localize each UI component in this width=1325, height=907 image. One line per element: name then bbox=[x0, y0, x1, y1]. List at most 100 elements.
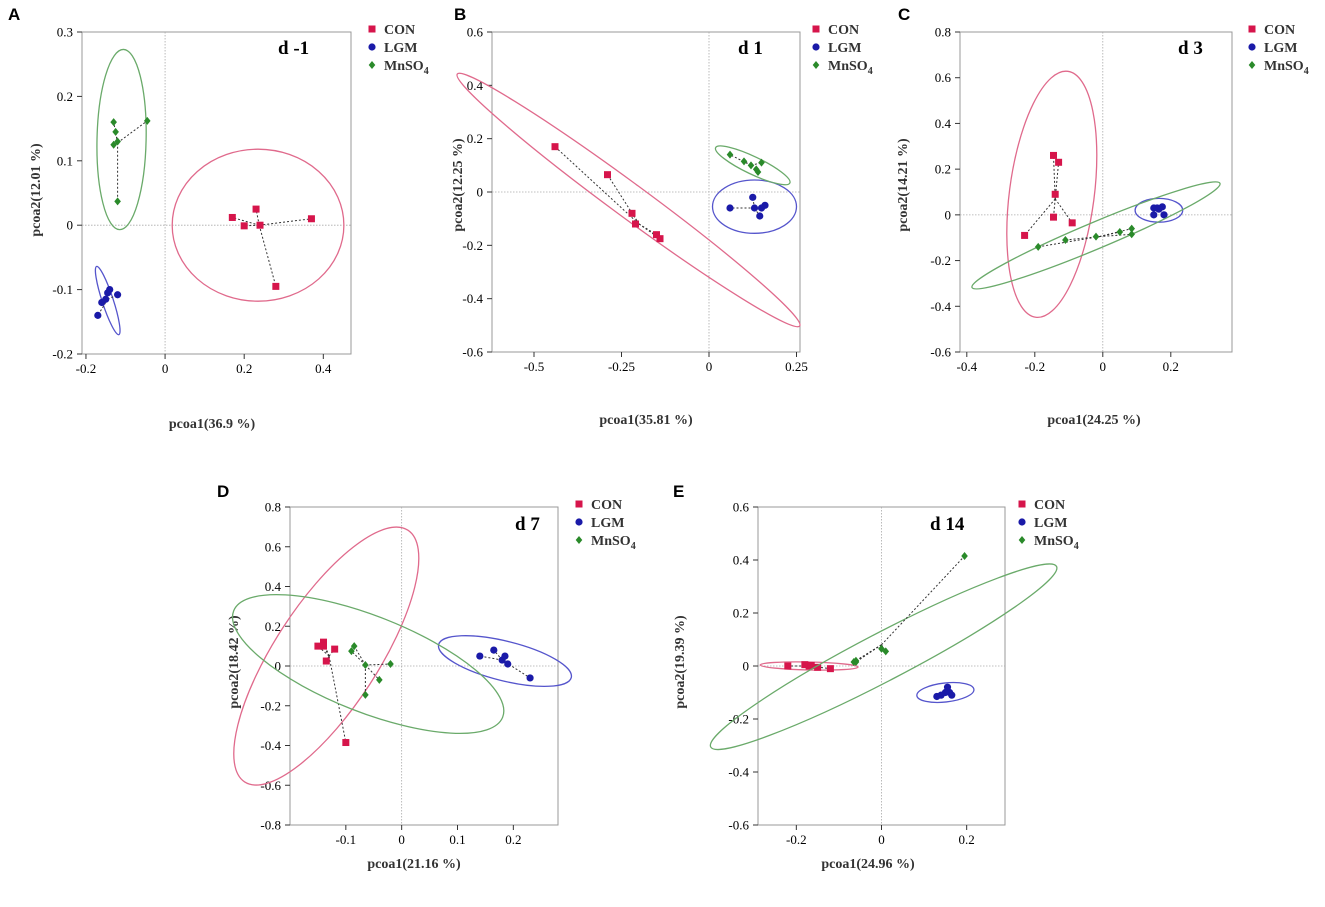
y-tick-label: -0.2 bbox=[728, 712, 749, 727]
spoke-line bbox=[1053, 155, 1056, 199]
point-mnso4 bbox=[350, 642, 358, 651]
y-tick-label: 0.2 bbox=[265, 619, 281, 634]
legend-marker-lgm bbox=[1248, 43, 1256, 51]
point-con bbox=[342, 739, 350, 747]
point-mnso4 bbox=[961, 552, 968, 561]
point-mnso4 bbox=[114, 197, 121, 206]
legend: CON LGM MnSO4 bbox=[575, 498, 636, 552]
point-con bbox=[252, 205, 260, 213]
point-con bbox=[320, 638, 327, 646]
y-tick-label: 0.6 bbox=[733, 500, 750, 515]
spoke-line bbox=[365, 664, 380, 681]
y-tick-label: -0.6 bbox=[260, 778, 281, 793]
point-mnso4 bbox=[1116, 228, 1124, 236]
panel-letter: A bbox=[8, 5, 20, 24]
legend-marker-con bbox=[368, 25, 376, 33]
y-tick-label: -0.6 bbox=[930, 345, 951, 360]
point-mnso4 bbox=[1128, 230, 1135, 239]
confidence-ellipse-lgm bbox=[711, 179, 798, 234]
x-tick-label: 0.4 bbox=[315, 361, 332, 376]
point-mnso4 bbox=[878, 644, 885, 653]
x-tick-label: -0.5 bbox=[524, 359, 545, 374]
x-axis-label: pcoa1(24.25 %) bbox=[1047, 413, 1141, 428]
point-mnso4 bbox=[112, 127, 119, 136]
y-tick-label: -0.2 bbox=[930, 253, 951, 268]
y-axis-label: pcoa2(14.21 %) bbox=[896, 138, 911, 232]
point-mnso4 bbox=[1128, 224, 1135, 233]
point-lgm bbox=[757, 204, 766, 212]
y-axis-label: pcoa2(19.39 %) bbox=[673, 615, 688, 709]
legend-label-lgm: LGM bbox=[828, 41, 861, 56]
legend: CON LGM MnSO4 bbox=[368, 23, 429, 77]
y-tick-label: 0.2 bbox=[935, 162, 951, 177]
point-lgm bbox=[102, 295, 110, 303]
point-lgm bbox=[526, 674, 534, 682]
x-tick-label: -0.2 bbox=[76, 361, 97, 376]
confidence-ellipse-mnso4 bbox=[714, 145, 791, 186]
point-mnso4 bbox=[1092, 232, 1100, 241]
series-lgm bbox=[711, 179, 798, 234]
spoke-line bbox=[365, 663, 391, 666]
y-tick-label: 0 bbox=[477, 185, 484, 200]
legend: CON LGM MnSO4 bbox=[812, 23, 873, 77]
point-mnso4 bbox=[882, 647, 890, 656]
legend-label-con: CON bbox=[1034, 498, 1065, 513]
y-tick-label: 0.8 bbox=[935, 25, 951, 40]
legend-label-con: CON bbox=[1264, 23, 1295, 38]
point-lgm bbox=[948, 691, 956, 699]
panel-letter: C bbox=[898, 5, 910, 24]
x-tick-label: 0.2 bbox=[959, 832, 975, 847]
panel-letter: E bbox=[673, 482, 684, 501]
y-tick-label: 0.4 bbox=[265, 579, 282, 594]
x-tick-label: 0.2 bbox=[236, 361, 252, 376]
y-tick-label: 0 bbox=[945, 207, 952, 222]
legend-marker-mnso4 bbox=[1018, 536, 1026, 544]
point-mnso4 bbox=[1062, 236, 1069, 244]
legend-marker-mnso4 bbox=[812, 61, 820, 69]
series-mnso4 bbox=[714, 145, 791, 186]
series-mnso4 bbox=[231, 593, 505, 735]
point-mnso4 bbox=[110, 140, 117, 149]
legend-marker-lgm bbox=[575, 518, 583, 526]
point-mnso4 bbox=[362, 661, 369, 670]
y-tick-label: 0.6 bbox=[935, 70, 952, 85]
point-con bbox=[1055, 158, 1063, 166]
point-con bbox=[632, 220, 639, 228]
x-tick-label: 0 bbox=[706, 359, 713, 374]
legend-marker-mnso4 bbox=[368, 61, 376, 69]
y-tick-label: 0.4 bbox=[935, 116, 952, 131]
point-lgm bbox=[750, 204, 759, 212]
spoke-line bbox=[97, 298, 109, 316]
y-tick-label: 0.4 bbox=[733, 553, 750, 568]
y-tick-label: -0.4 bbox=[462, 291, 483, 306]
point-mnso4 bbox=[752, 165, 760, 174]
confidence-ellipse-lgm bbox=[916, 681, 975, 704]
x-tick-label: 0 bbox=[878, 832, 885, 847]
spoke-line bbox=[881, 555, 965, 646]
point-con bbox=[240, 222, 248, 230]
y-tick-label: 0 bbox=[275, 659, 282, 674]
point-con bbox=[814, 663, 822, 671]
spoke-line bbox=[1099, 233, 1132, 238]
point-con bbox=[1021, 231, 1029, 239]
point-mnso4 bbox=[387, 660, 394, 669]
confidence-ellipse-mnso4 bbox=[971, 181, 1221, 290]
spoke-line bbox=[809, 665, 831, 670]
point-con bbox=[801, 661, 809, 669]
x-tick-label: 0.1 bbox=[449, 832, 465, 847]
legend-marker-con bbox=[1248, 25, 1256, 33]
y-tick-label: 0.2 bbox=[467, 131, 483, 146]
panel-c: C -0.4 -0.2 0 0.2 -0.6 -0.4 -0.2 0 0.2 0.4 0.6 0.8 pc… bbox=[896, 5, 1309, 428]
y-tick-label: -0.8 bbox=[260, 818, 281, 833]
point-mnso4 bbox=[747, 161, 755, 170]
legend-label-con: CON bbox=[384, 23, 415, 38]
x-tick-label: 0.2 bbox=[1163, 359, 1179, 374]
y-axis-label: pcoa2(12.25 %) bbox=[451, 138, 466, 232]
point-con bbox=[1068, 219, 1076, 227]
point-lgm bbox=[94, 311, 102, 319]
spoke-line bbox=[351, 650, 366, 666]
legend-marker-con bbox=[812, 25, 820, 33]
y-tick-label: -0.2 bbox=[260, 698, 281, 713]
point-con bbox=[256, 221, 264, 229]
